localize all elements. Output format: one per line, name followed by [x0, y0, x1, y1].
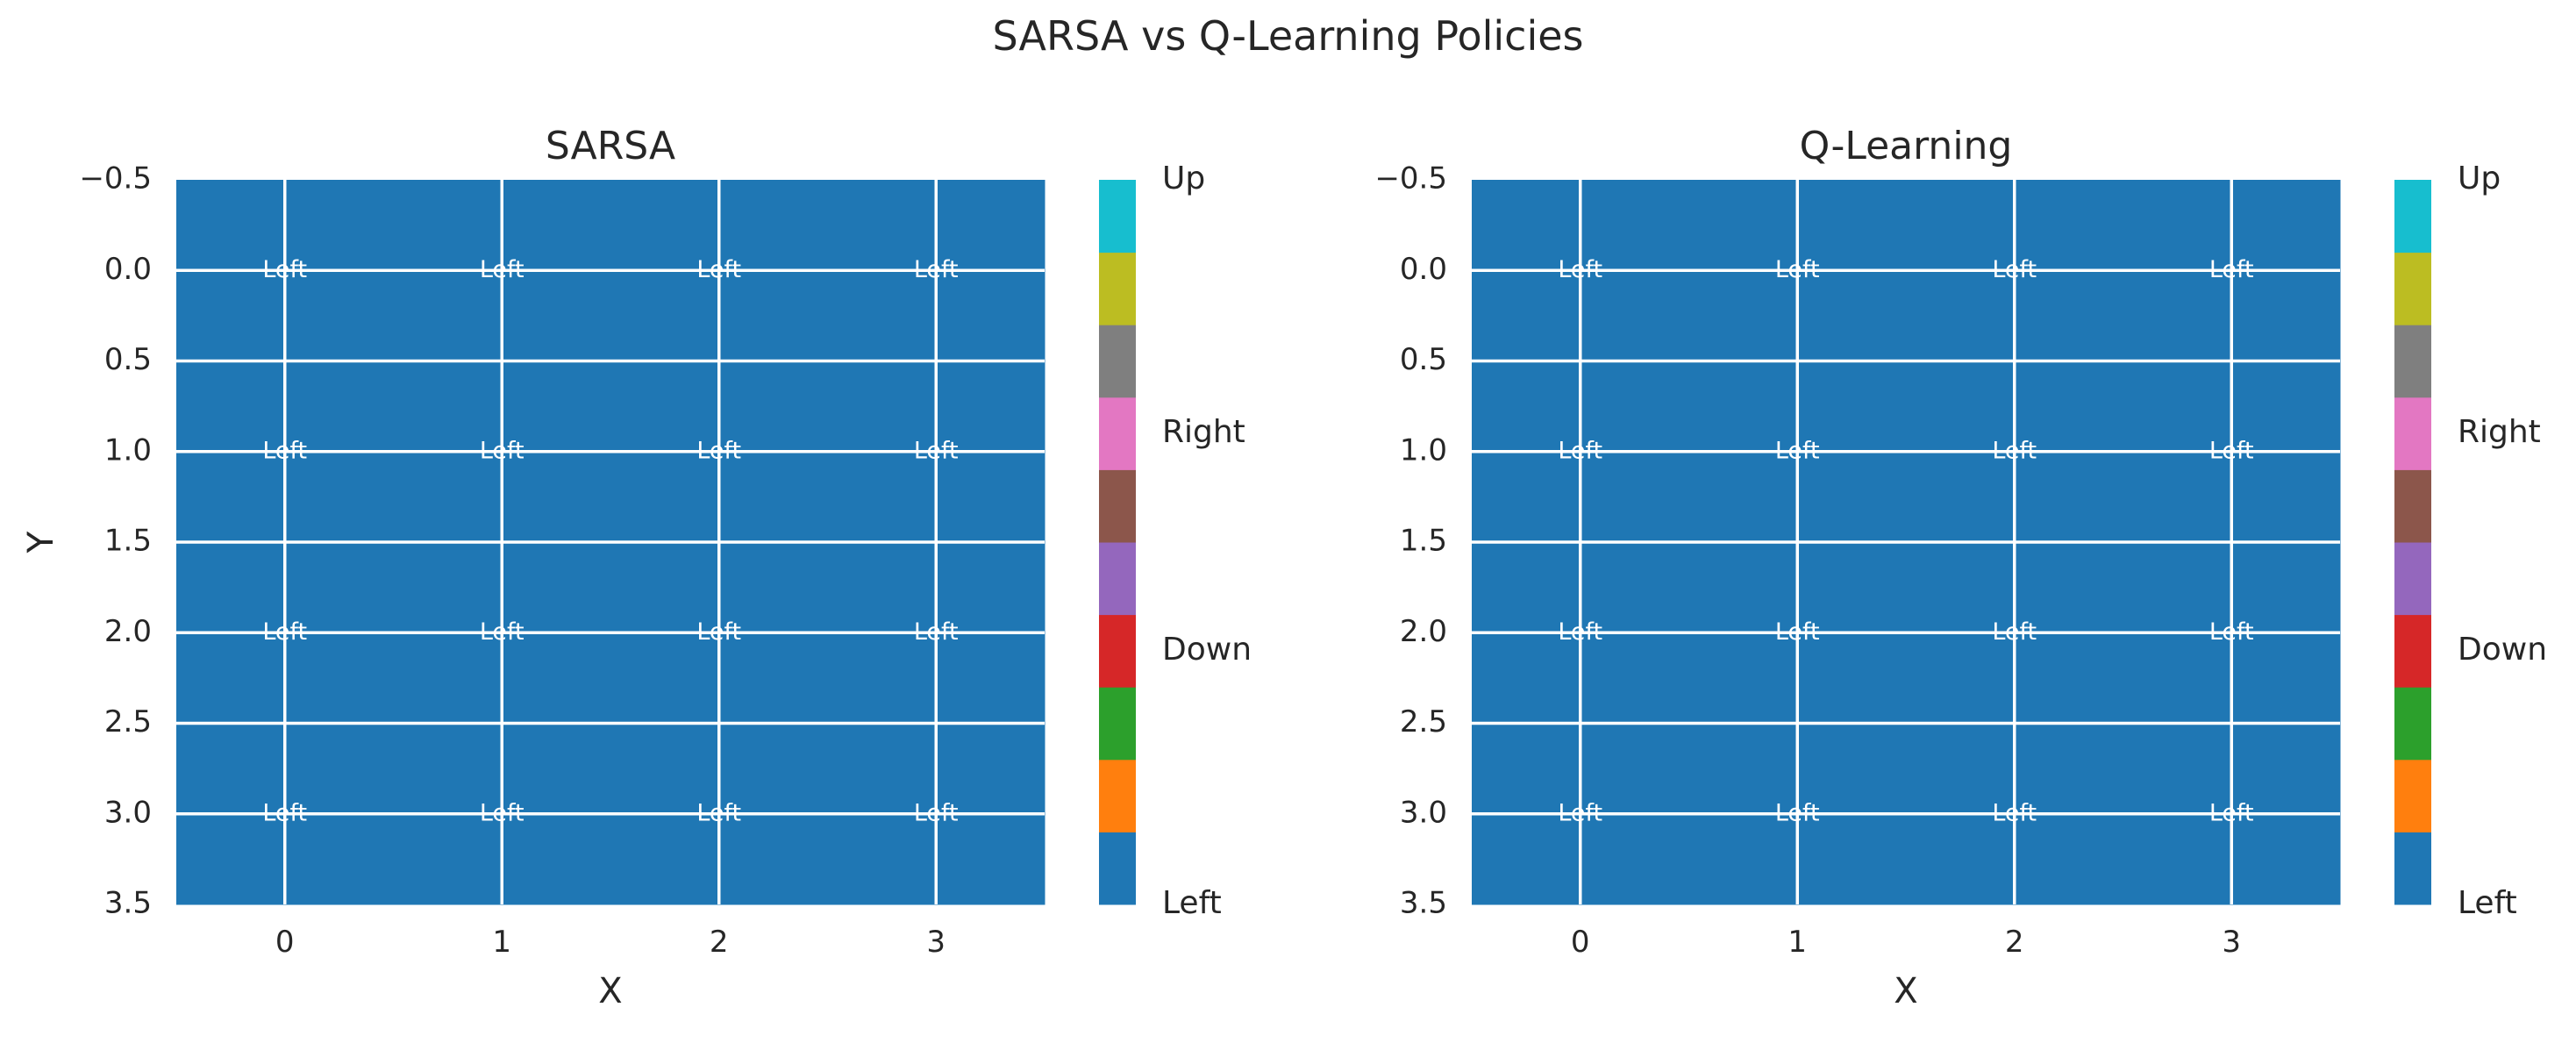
panel2-colorbar-segment [2394, 614, 2431, 688]
panel1-y-tick-label: 2.5 [104, 704, 152, 739]
panel1-y-tick-label: 0.0 [104, 252, 152, 287]
panel1-colorbar-segment [1099, 180, 1136, 254]
panel1-colorbar-segment [1099, 542, 1136, 616]
panel2-y-tick-label: 1.5 [1400, 524, 1447, 559]
panel1-colorbar-tick-label: Right [1162, 414, 1245, 450]
panel1-cell-label: Left [480, 799, 524, 826]
panel2-cell-label: Left [2209, 799, 2254, 826]
panel2-y-tick-label: −0.5 [1374, 161, 1447, 196]
panel1-cell-label: Left [914, 799, 959, 826]
panel2-colorbar-segment [2394, 396, 2431, 470]
panel2-y-tick-label: 2.0 [1400, 614, 1447, 649]
panel2-colorbar-segment [2394, 252, 2431, 325]
panel2-y-tick-label: 3.5 [1400, 886, 1447, 921]
panel1-cell-label: Left [914, 256, 959, 283]
panel1-y-tick-label: 1.5 [104, 524, 152, 559]
panel1-colorbar-segment [1099, 325, 1136, 398]
panel1-colorbar-segment [1099, 614, 1136, 688]
panel1-cell-label: Left [914, 618, 959, 646]
panel1-colorbar-tick-label: Down [1162, 632, 1252, 668]
panel2-y-tick-label: 0.0 [1400, 252, 1447, 287]
panel2-cell-label: Left [1992, 618, 2037, 646]
panel2-cell-label: Left [2209, 618, 2254, 646]
panel1-y-axis-label: Y [21, 531, 61, 554]
panel1-cell-label: Left [262, 256, 307, 283]
panel2-y-tick-label: 2.5 [1400, 704, 1447, 739]
panel2-colorbar-tick-label: Down [2458, 632, 2547, 668]
panel2-cell-label: Left [1775, 618, 1820, 646]
panel2-x-tick-label: 0 [1571, 925, 1590, 960]
panel1-y-tick-label: 3.5 [104, 886, 152, 921]
panel2-y-tick-label: 0.5 [1400, 342, 1447, 377]
panel2-colorbar-segment [2394, 469, 2431, 543]
panel2-cell-label: Left [1558, 256, 1602, 283]
panel2-cell-label: Left [1992, 437, 2037, 464]
panel2-title: Q-Learning [1800, 124, 2013, 168]
panel2-y-tick-label: 1.0 [1400, 432, 1447, 468]
panel2-cell-label: Left [2209, 437, 2254, 464]
panel1-colorbar-segment [1099, 832, 1136, 905]
figure-title: SARSA vs Q-Learning Policies [992, 12, 1584, 60]
panel1-colorbar-segment [1099, 469, 1136, 543]
panel1-cell-label: Left [480, 618, 524, 646]
panel1-cell-label: Left [262, 799, 307, 826]
panel1-y-tick-label: 0.5 [104, 342, 152, 377]
panel2-x-tick-label: 3 [2222, 925, 2241, 960]
panel1-cell-label: Left [696, 437, 741, 464]
panel1-colorbar-tick-label: Left [1162, 885, 1222, 921]
panel1-cell-label: Left [480, 256, 524, 283]
panel1-x-axis-label: X [598, 971, 622, 1011]
panel2-colorbar-segment [2394, 180, 2431, 254]
panel2-colorbar-segment [2394, 759, 2431, 832]
panel2-colorbar-tick-label: Right [2458, 414, 2541, 450]
panel1-cell-label: Left [696, 256, 741, 283]
panel1-x-tick-label: 3 [926, 925, 945, 960]
panel2-cell-label: Left [1992, 799, 2037, 826]
panel1-y-tick-label: −0.5 [79, 161, 152, 196]
panel2-cell-label: Left [1558, 799, 1602, 826]
panel2-colorbar-segment [2394, 832, 2431, 905]
panel1-x-tick-label: 1 [492, 925, 511, 960]
panel2-cell-label: Left [1558, 437, 1602, 464]
panel1-cell-label: Left [262, 437, 307, 464]
panel2-colorbar-tick-label: Up [2458, 161, 2501, 196]
panel2-cell-label: Left [2209, 256, 2254, 283]
panel1-title: SARSA [546, 124, 675, 168]
panel1-colorbar-tick-label: Up [1162, 161, 1205, 196]
panel1-cell-label: Left [696, 799, 741, 826]
panel2-colorbar-tick-label: Left [2458, 885, 2517, 921]
panel1-y-tick-label: 2.0 [104, 614, 152, 649]
panel2-x-axis-label: X [1894, 971, 1917, 1011]
panel1-cell-label: Left [480, 437, 524, 464]
panel2-cell-label: Left [1992, 256, 2037, 283]
panel1-cell-label: Left [696, 618, 741, 646]
panel2-cell-label: Left [1775, 437, 1820, 464]
panel1-colorbar-segment [1099, 687, 1136, 761]
panel2-y-axis-label: Y [21, 531, 61, 554]
panel2-colorbar-segment [2394, 325, 2431, 398]
panel1-cell-label: Left [262, 618, 307, 646]
panel2-cell-label: Left [1775, 799, 1820, 826]
panel1-x-tick-label: 0 [275, 925, 295, 960]
panel1-colorbar-segment [1099, 759, 1136, 832]
panel1-x-tick-label: 2 [710, 925, 729, 960]
panel2-x-tick-label: 2 [2005, 925, 2024, 960]
panel1-colorbar-segment [1099, 396, 1136, 470]
panel2-y-tick-label: 3.0 [1400, 795, 1447, 830]
panel1-y-tick-label: 3.0 [104, 795, 152, 830]
panel1-y-tick-label: 1.0 [104, 432, 152, 468]
panel2-cell-label: Left [1558, 618, 1602, 646]
panel2-cell-label: Left [1775, 256, 1820, 283]
panel2-colorbar-segment [2394, 687, 2431, 761]
panel2-colorbar-segment [2394, 542, 2431, 616]
panel1-cell-label: Left [914, 437, 959, 464]
panel2-x-tick-label: 1 [1788, 925, 1807, 960]
panel1-colorbar-segment [1099, 252, 1136, 325]
